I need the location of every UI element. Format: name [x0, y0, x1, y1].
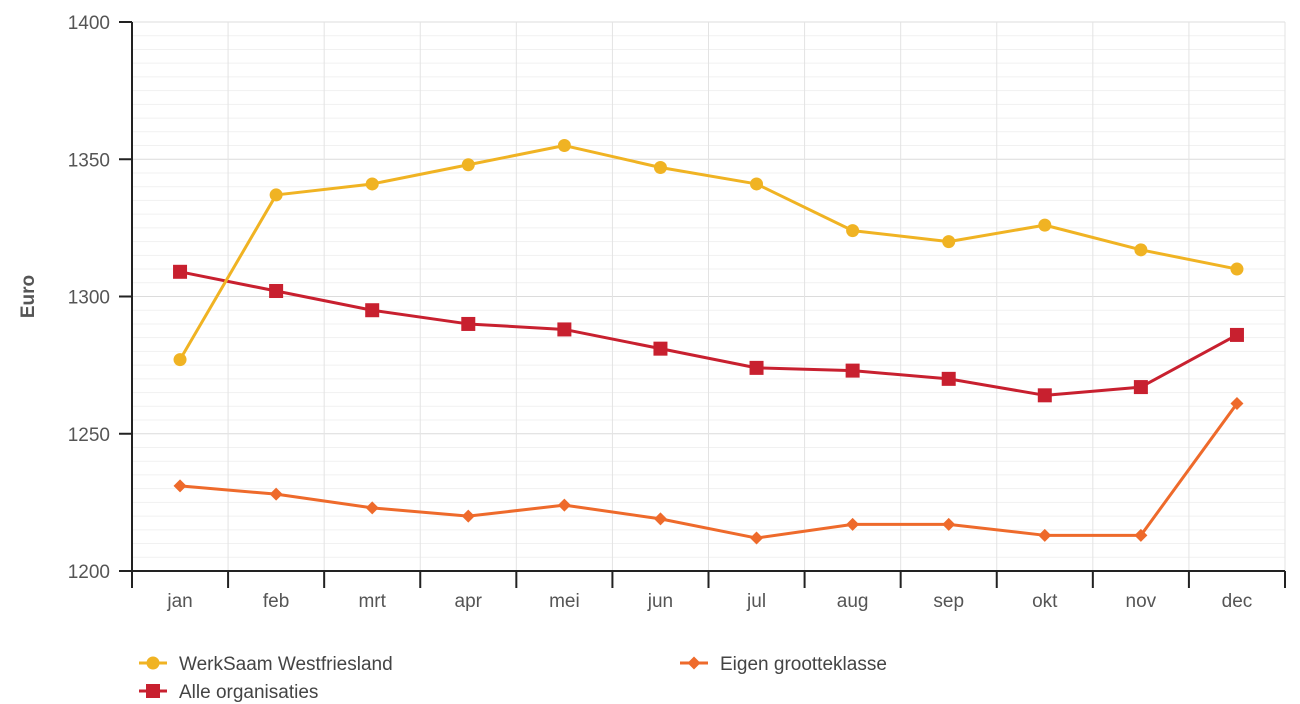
data-point: [173, 353, 187, 367]
y-tick-label: 1200: [68, 562, 110, 583]
data-point: [1230, 262, 1244, 276]
x-tick-label: okt: [1032, 591, 1058, 612]
series-eigen-grootteklasse: [173, 397, 1244, 545]
data-point: [365, 303, 380, 318]
legend-item: Eigen grootteklasse: [680, 654, 887, 675]
data-point: [846, 517, 860, 531]
axes: 1200 1250 1300 1350 1400 jan feb mrt apr mei jun ju…: [68, 13, 1286, 612]
series-werksaam-westfriesland: [173, 139, 1244, 367]
y-tick-label: 1300: [68, 288, 110, 309]
legend-item: WerkSaam Westfriesland: [139, 654, 393, 675]
data-point: [173, 264, 188, 279]
legend-marker: [146, 684, 160, 698]
legend-label: Eigen grootteklasse: [720, 654, 887, 675]
series: [173, 139, 1244, 545]
data-point: [653, 160, 667, 174]
data-point: [845, 363, 860, 378]
x-tick-label: apr: [455, 591, 483, 612]
data-point: [1134, 243, 1148, 257]
data-point: [941, 371, 956, 386]
data-point: [750, 531, 764, 545]
data-point: [1229, 327, 1244, 342]
series-line: [179, 402, 1239, 540]
data-point: [269, 284, 284, 299]
data-point: [365, 501, 379, 515]
x-tick-label: mei: [549, 591, 580, 612]
legend-label: WerkSaam Westfriesland: [179, 654, 393, 675]
data-point: [1037, 388, 1052, 403]
series-line: [179, 270, 1238, 397]
data-point: [557, 139, 571, 153]
x-tick-label: sep: [933, 591, 964, 612]
data-point: [461, 316, 476, 331]
x-tick-label: jul: [746, 591, 766, 612]
series-alle-organisaties: [173, 264, 1244, 403]
legend-marker: [146, 656, 160, 670]
data-point: [461, 509, 475, 523]
grid: [132, 21, 1286, 572]
legend-marker: [687, 656, 701, 670]
x-tick-label: feb: [263, 591, 289, 612]
x-tick-label: mrt: [358, 591, 386, 612]
series-line: [178, 144, 1238, 361]
data-point: [1134, 528, 1148, 542]
y-tick-label: 1250: [68, 425, 110, 446]
y-tick-label: 1400: [68, 13, 110, 34]
y-axis-label: Euro: [18, 275, 39, 318]
x-tick-label: aug: [837, 591, 869, 612]
x-tick-label: nov: [1126, 591, 1157, 612]
data-point: [750, 177, 764, 191]
data-point: [557, 322, 572, 337]
data-point: [942, 235, 956, 249]
data-point: [173, 479, 187, 493]
legend-item: Alle organisaties: [139, 682, 318, 703]
data-point: [942, 517, 956, 531]
data-point: [1133, 380, 1148, 395]
x-tick-label: dec: [1222, 591, 1253, 612]
x-tick-label: jun: [647, 591, 673, 612]
data-point: [557, 498, 571, 512]
data-point: [846, 224, 860, 238]
x-tick-label: jan: [166, 591, 192, 612]
data-point: [269, 487, 283, 501]
data-point: [461, 158, 475, 172]
data-point: [1038, 218, 1052, 232]
data-point: [1038, 528, 1052, 542]
data-point: [269, 188, 283, 202]
data-point: [1230, 397, 1244, 411]
legend: WerkSaam Westfriesland Alle organisaties E…: [139, 654, 887, 703]
data-point: [365, 177, 379, 191]
y-tick-label: 1350: [68, 150, 110, 171]
legend-label: Alle organisaties: [179, 682, 318, 703]
data-point: [653, 341, 668, 356]
data-point: [749, 360, 764, 375]
data-point: [653, 512, 667, 526]
